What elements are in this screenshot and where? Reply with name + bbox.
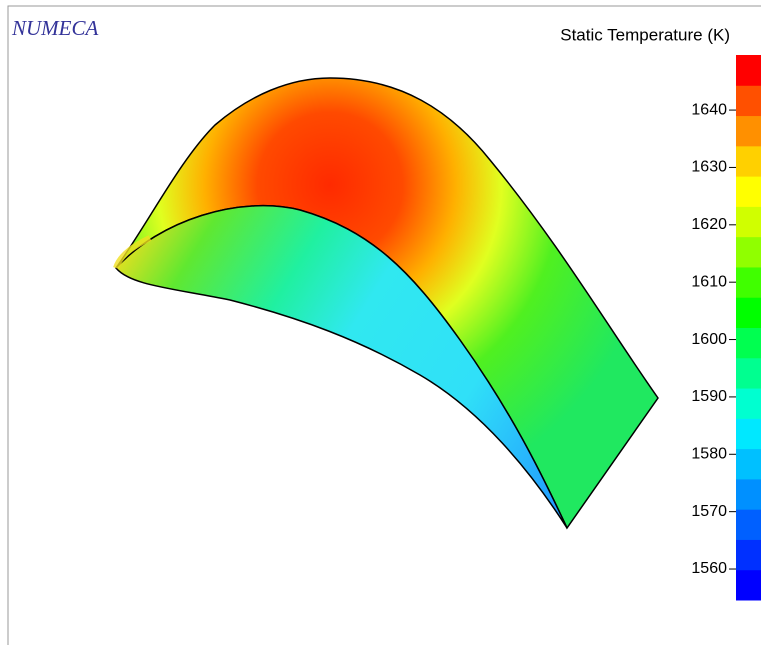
colorbar-band	[736, 146, 761, 177]
colorbar-band	[736, 388, 761, 419]
colorbar-band	[736, 449, 761, 480]
tick-label: 1570	[691, 503, 727, 520]
viewport: NUMECA Static Temperature (K) 1560 1570 15…	[0, 0, 761, 645]
colorbar-band	[736, 328, 761, 359]
tick-label: 1600	[691, 331, 727, 348]
colorbar-band	[736, 55, 761, 86]
tick-label: 1590	[691, 388, 727, 405]
tick-label: 1620	[691, 216, 727, 233]
tick-label: 1610	[691, 273, 727, 290]
colorbar-band	[736, 539, 761, 570]
colorbar-band	[736, 297, 761, 328]
tick-label: 1560	[691, 560, 727, 577]
tick-label: 1630	[691, 159, 727, 176]
colorbar-band	[736, 570, 761, 601]
brand: NUMECA	[11, 16, 99, 40]
colorbar-band	[736, 418, 761, 449]
colorbar-title: Static Temperature (K)	[560, 25, 730, 44]
colorbar-band	[736, 176, 761, 207]
colorbar-band	[736, 116, 761, 147]
colorbar-band	[736, 206, 761, 237]
tick-label: 1640	[691, 101, 727, 118]
colorbar-band	[736, 85, 761, 116]
tick-label: 1580	[691, 446, 727, 463]
colorbar-band	[736, 509, 761, 540]
colorbar-band	[736, 479, 761, 510]
colorbar-band	[736, 358, 761, 389]
colorbar-band	[736, 237, 761, 268]
colorbar-band	[736, 267, 761, 298]
